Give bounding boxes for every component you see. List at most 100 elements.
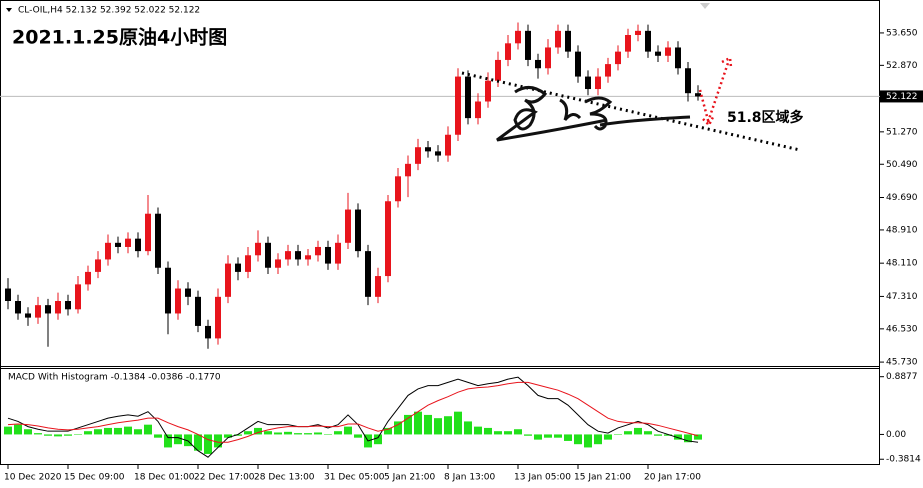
y-tick-label: 46.530 xyxy=(886,324,918,334)
histogram-bar xyxy=(84,431,92,435)
candle-body xyxy=(545,47,551,69)
layer xyxy=(0,22,880,458)
candle-body xyxy=(25,313,31,318)
histogram-bar xyxy=(424,414,432,435)
candle-body xyxy=(205,325,211,339)
candle-body xyxy=(135,238,141,252)
histogram-bar xyxy=(484,427,492,435)
y-tick-label: 53.650 xyxy=(886,28,918,38)
shift-marker xyxy=(700,3,710,9)
candle-body xyxy=(435,151,441,156)
histogram-bar xyxy=(404,414,412,435)
histogram-bar xyxy=(494,431,502,435)
y-tick-label: 48.110 xyxy=(886,259,918,269)
candle-body xyxy=(85,271,91,285)
histogram-bar xyxy=(194,434,202,451)
histogram-bar xyxy=(534,434,542,440)
y-tick-label: 47.310 xyxy=(886,292,918,302)
candle-body xyxy=(355,209,361,252)
histogram-bar xyxy=(344,426,352,435)
candle-body xyxy=(585,76,591,90)
candle-body xyxy=(535,59,541,69)
histogram-bar xyxy=(604,434,612,440)
histogram-bar xyxy=(634,427,642,435)
histogram-bar xyxy=(174,434,182,445)
histogram-bar xyxy=(644,431,652,435)
candle-body xyxy=(625,35,631,52)
trend-line xyxy=(461,71,801,152)
candle-body xyxy=(655,51,661,56)
candle-body xyxy=(145,213,151,252)
candle-body xyxy=(555,30,561,48)
macd-line xyxy=(7,376,699,458)
candle-body xyxy=(365,251,371,297)
histogram-bar xyxy=(274,432,282,435)
x-tick-label: 10 Dec 2020 xyxy=(4,473,62,483)
candle-body xyxy=(415,147,421,164)
candle-body xyxy=(425,147,431,152)
histogram-bar xyxy=(244,431,252,435)
x-tick-label: 31 Dec 05:00 xyxy=(324,473,385,483)
histogram-bar xyxy=(514,429,522,435)
histogram-bar xyxy=(694,434,702,440)
candle-body xyxy=(125,238,131,247)
candle-body xyxy=(595,76,601,90)
histogram-bar xyxy=(94,429,102,435)
histogram-bar xyxy=(284,431,292,435)
candle-body xyxy=(45,305,51,314)
candle-body xyxy=(95,259,101,272)
histogram-bar xyxy=(434,418,442,435)
candle-body xyxy=(225,263,231,297)
candle-body xyxy=(295,251,301,260)
candle-body xyxy=(265,242,271,268)
candle-body xyxy=(495,59,501,81)
candle-body xyxy=(405,163,411,177)
candle-body xyxy=(665,47,671,56)
histogram-bar xyxy=(314,432,322,435)
y-tick-label: 52.870 xyxy=(886,61,918,71)
histogram-bar xyxy=(34,433,42,435)
candle-body xyxy=(155,213,161,268)
candle-body xyxy=(305,255,311,260)
candle-body xyxy=(245,255,251,272)
candle-body xyxy=(55,300,61,314)
candle-body xyxy=(255,242,261,256)
histogram-bar xyxy=(14,424,22,435)
histogram-bar xyxy=(384,427,392,435)
candle-body xyxy=(515,30,521,44)
candle-body xyxy=(525,30,531,60)
candle-body xyxy=(445,134,451,156)
histogram-bar xyxy=(594,434,602,445)
histogram-bar xyxy=(214,434,222,448)
histogram-bar xyxy=(334,431,342,435)
candle-body xyxy=(485,80,491,102)
y-tick-label: 0.00 xyxy=(886,430,906,440)
histogram-bar xyxy=(254,427,262,435)
candle-body xyxy=(395,176,401,202)
histogram-bar xyxy=(524,434,532,436)
y-tick-label: 50.490 xyxy=(886,160,918,170)
histogram-bar xyxy=(264,431,272,435)
histogram-bar xyxy=(684,434,692,443)
macd-line xyxy=(7,381,699,443)
annotation: 51.8区域多 xyxy=(727,109,804,126)
histogram-bar xyxy=(414,411,422,435)
x-tick-label: 15 Dec 09:00 xyxy=(64,473,125,483)
histogram-bar xyxy=(54,434,62,437)
candle-body xyxy=(685,68,691,94)
candle-body xyxy=(575,51,581,77)
histogram-bar xyxy=(224,434,232,438)
histogram-bar xyxy=(134,429,142,435)
arrow-down xyxy=(698,89,715,128)
histogram-bar xyxy=(124,426,132,435)
histogram-bar xyxy=(464,421,472,435)
histogram-bar xyxy=(64,434,72,436)
candle-body xyxy=(615,51,621,65)
chart-title: 2021.1.25原油4小时图 xyxy=(12,27,227,49)
plot-frame xyxy=(0,0,880,465)
histogram-bar xyxy=(234,434,242,436)
candle-body xyxy=(335,242,341,264)
candle-body xyxy=(215,296,221,339)
x-tick-label: 20 Jan 17:00 xyxy=(644,473,701,483)
